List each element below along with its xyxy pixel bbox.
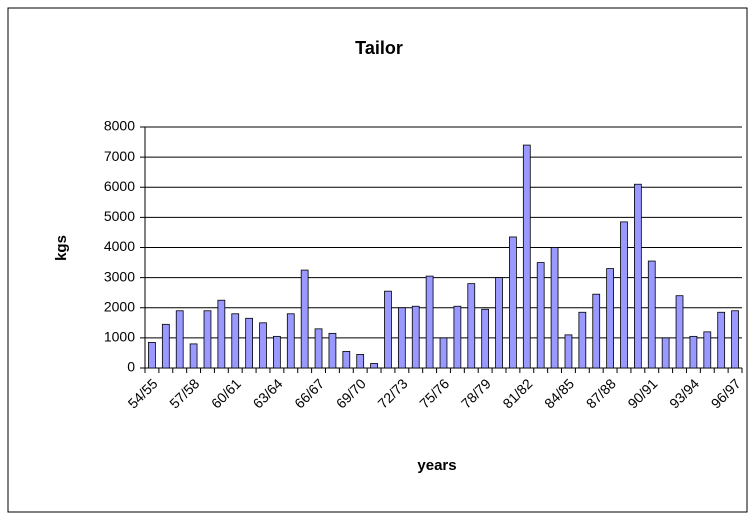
bar [439, 337, 448, 369]
bar [217, 299, 226, 369]
bar [286, 313, 295, 369]
bar [731, 310, 739, 369]
bar [384, 290, 392, 369]
bar [175, 310, 184, 369]
bar [397, 307, 406, 369]
bar [203, 310, 212, 369]
bar [606, 268, 614, 369]
bar [273, 335, 281, 369]
bar [300, 269, 309, 369]
bar [425, 275, 434, 369]
chart-title: Tailor [355, 38, 403, 58]
y-tick-label: 1000 [104, 329, 135, 345]
bar [647, 260, 656, 369]
bar [717, 311, 726, 369]
bar [231, 313, 240, 369]
bar [689, 335, 698, 369]
y-axis-label: kgs [53, 235, 70, 261]
y-tick-label: 6000 [104, 178, 135, 194]
bar [634, 183, 642, 369]
bar [453, 305, 462, 369]
bar [675, 295, 684, 369]
bar [148, 341, 156, 369]
bar [564, 334, 573, 369]
bar [189, 343, 198, 369]
bar [703, 331, 712, 369]
y-tick-label: 2000 [104, 298, 135, 314]
bar [620, 221, 628, 369]
y-tick-label: 0 [127, 359, 135, 375]
y-tick-label: 3000 [104, 268, 135, 284]
bar [661, 337, 670, 369]
x-axis-label: years [417, 457, 456, 474]
bar [259, 322, 267, 369]
bar [522, 144, 531, 369]
bar [411, 305, 420, 369]
bar [161, 323, 170, 369]
bar [370, 363, 378, 369]
bar [328, 332, 337, 369]
y-tick-label: 5000 [104, 208, 135, 224]
bar [592, 293, 601, 369]
y-tick-label: 7000 [104, 148, 135, 164]
y-tick-label: 4000 [104, 238, 135, 254]
bar [467, 283, 476, 369]
bar [356, 354, 365, 369]
bar [536, 262, 545, 369]
y-tick-label: 8000 [104, 118, 135, 134]
bar [550, 247, 559, 369]
bar [509, 236, 517, 369]
bar [314, 328, 323, 369]
bar [495, 277, 503, 369]
bar [578, 311, 587, 369]
bar [245, 317, 253, 369]
bar [481, 308, 490, 369]
bar [342, 351, 351, 369]
